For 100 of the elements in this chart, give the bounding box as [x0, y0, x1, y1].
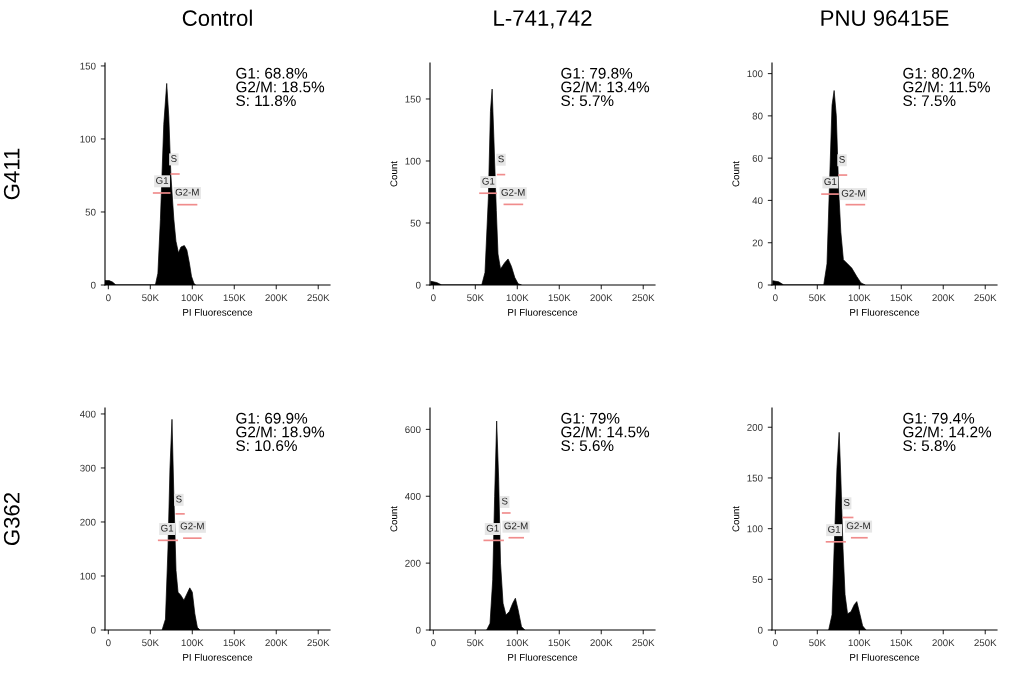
annotation: G2-M	[841, 189, 865, 197]
y-tick-label: 40	[752, 197, 763, 205]
annotation: G1	[828, 525, 841, 533]
x-tick-label: 0	[106, 294, 111, 302]
x-tick-label: 250K	[632, 639, 655, 647]
x-tick-label: 150K	[548, 294, 571, 302]
x-axis-title: PI Fluorescence	[850, 308, 920, 316]
x-tick-label: 250K	[974, 639, 997, 647]
annotation: G1	[486, 524, 499, 532]
y-tick-label: 400	[404, 493, 421, 500]
x-tick-label: 150K	[223, 639, 246, 647]
y-tick-label: 50	[410, 219, 421, 227]
annotation: S	[171, 155, 177, 162]
y-tick-label: 100	[747, 525, 763, 533]
annotation: S	[501, 497, 508, 505]
x-axis-title: PI Fluorescence	[183, 308, 253, 316]
annotation: G2-M	[846, 522, 870, 530]
y-axis-title: Count	[732, 506, 740, 532]
y-tick-label: 0	[415, 281, 421, 289]
x-tick-label: 50K	[467, 639, 484, 647]
x-tick-label: 50K	[809, 294, 826, 302]
annotation: G1	[482, 177, 495, 185]
x-tick-label: 100K	[506, 294, 529, 302]
x-tick-label: 200K	[932, 639, 955, 647]
x-tick-label: 0	[106, 639, 111, 647]
x-tick-label: 50K	[142, 639, 159, 647]
x-tick-label: 200K	[265, 294, 288, 302]
chart-title: PNU 96415E	[821, 10, 949, 26]
annotation: G1	[824, 178, 837, 186]
chart-title: L-741,742	[494, 10, 592, 29]
y-tick-label: 150	[747, 474, 763, 482]
y-tick-label: 100	[747, 70, 763, 78]
annotation: G1: 79.4% G2/M: 14.2% S: 5.8%	[903, 412, 992, 452]
x-tick-label: 50K	[467, 294, 484, 302]
x-tick-label: 0	[773, 639, 778, 647]
annotation: S	[839, 155, 845, 163]
annotation: G2-M	[501, 188, 525, 196]
x-tick-label: 200K	[265, 639, 288, 647]
x-axis-title: PI Fluorescence	[183, 653, 253, 661]
annotation: G1	[156, 177, 169, 184]
x-tick-label: 100K	[848, 294, 871, 302]
y-tick-label: 0	[90, 626, 96, 634]
x-tick-label: 0	[773, 294, 778, 302]
y-axis-title: Count	[390, 161, 398, 187]
y-axis-title: Count	[732, 161, 740, 187]
annotation: S	[498, 155, 504, 163]
x-tick-label: 150K	[890, 639, 913, 647]
annotation: G2-M	[180, 522, 204, 530]
y-tick-label: 80	[752, 112, 763, 120]
y-tick-label: 300	[80, 464, 96, 472]
x-tick-label: 200K	[590, 639, 613, 647]
y-tick-label: 100	[405, 157, 421, 165]
x-tick-label: 100K	[848, 639, 871, 647]
x-tick-label: 0	[431, 294, 436, 302]
annotation: G1: 68.8% G2/M: 18.5% S: 11.8%	[236, 67, 325, 107]
y-axis-title: G411	[3, 148, 20, 200]
x-tick-label: 150K	[890, 294, 913, 302]
x-tick-label: 50K	[809, 639, 826, 647]
annotation: G1: 79.8% G2/M: 13.4% S: 5.7%	[561, 67, 650, 107]
annotation: S	[843, 499, 850, 506]
y-tick-label: 0	[757, 281, 763, 289]
y-tick-label: 60	[752, 154, 763, 162]
y-tick-label: 0	[415, 626, 421, 634]
y-tick-label: 600	[405, 426, 421, 434]
x-tick-label: 250K	[632, 294, 655, 302]
y-tick-label: 400	[79, 410, 96, 418]
y-tick-label: 0	[90, 281, 96, 289]
y-tick-label: 50	[752, 576, 763, 583]
y-axis-title: G362	[3, 492, 20, 546]
x-tick-label: 100K	[181, 639, 204, 647]
x-tick-label: 200K	[932, 294, 955, 302]
x-tick-label: 250K	[307, 639, 330, 647]
y-tick-label: 150	[80, 62, 96, 70]
y-axis-title: Count	[390, 506, 398, 532]
annotation: S	[176, 495, 182, 503]
y-tick-label: 0	[757, 626, 763, 634]
x-axis-title: PI Fluorescence	[850, 653, 920, 661]
x-tick-label: 150K	[548, 639, 571, 647]
x-tick-label: 100K	[506, 639, 529, 647]
annotation: G2-M	[175, 188, 199, 196]
annotation: G2-M	[504, 522, 528, 530]
annotation: G1	[161, 524, 174, 532]
x-tick-label: 150K	[223, 294, 246, 302]
y-tick-label: 20	[752, 239, 763, 247]
x-tick-label: 250K	[974, 294, 997, 302]
y-tick-label: 100	[80, 135, 96, 143]
annotation: G1: 79% G2/M: 14.5% S: 5.6%	[561, 412, 650, 452]
x-axis-title: PI Fluorescence	[508, 308, 578, 316]
y-tick-label: 200	[747, 423, 763, 431]
x-tick-label: 0	[431, 639, 436, 647]
x-tick-label: 100K	[181, 294, 204, 302]
annotation: G1: 80.2% G2/M: 11.5% S: 7.5%	[903, 67, 990, 107]
x-axis-title: PI Fluorescence	[508, 653, 578, 661]
y-tick-label: 150	[405, 95, 421, 103]
y-tick-label: 50	[85, 208, 96, 216]
annotation: G1: 69.9% G2/M: 18.9% S: 10.6%	[236, 412, 325, 452]
x-tick-label: 250K	[307, 294, 330, 302]
y-tick-label: 200	[405, 559, 421, 567]
y-tick-label: 100	[80, 572, 96, 580]
x-tick-label: 200K	[590, 294, 613, 302]
